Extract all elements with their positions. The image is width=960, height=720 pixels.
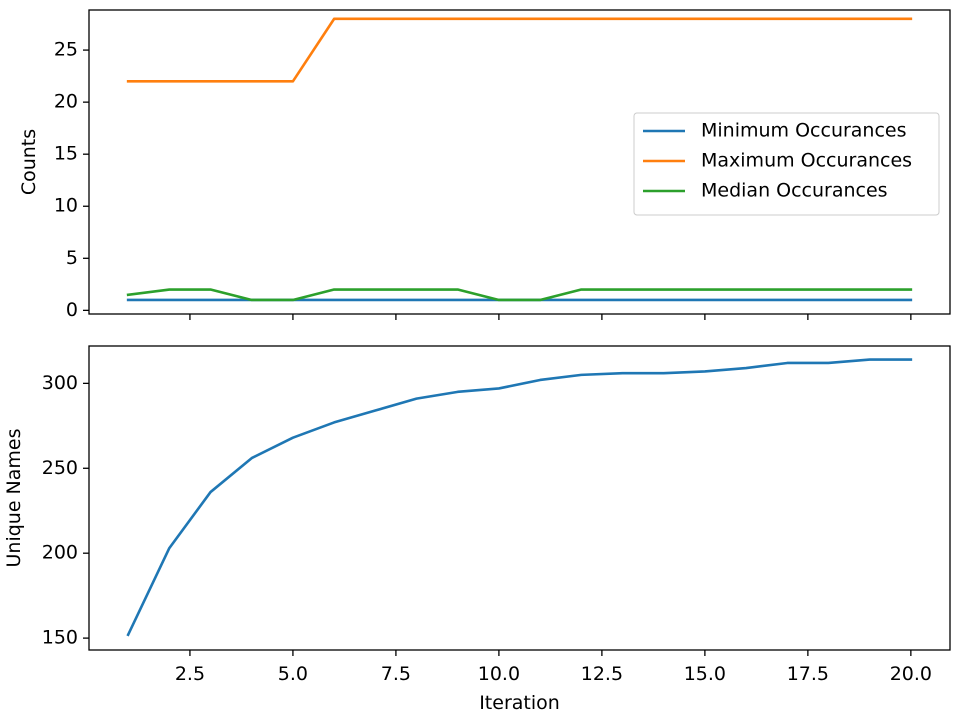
- legend-box: [633, 112, 940, 216]
- legend: Minimum Occurances Maximum Occurances Medi…: [633, 112, 940, 216]
- y-axis-label: Unique Names: [3, 428, 25, 567]
- axes-frame: [88, 9, 951, 315]
- x-tick-label: 17.5: [787, 663, 829, 685]
- y-tick-label: 0: [66, 299, 78, 321]
- x-tick-label: 10.0: [478, 663, 520, 685]
- series-line-maximum-occurances: [126, 17, 913, 83]
- y-tick-label: 20: [54, 91, 78, 113]
- y-tick-label: 5: [66, 247, 78, 269]
- series-line-median-occurances: [126, 288, 913, 302]
- x-tick-label: 15.0: [684, 663, 726, 685]
- legend-label: Minimum Occurances: [701, 120, 907, 142]
- y-tick-label: 150: [42, 627, 78, 649]
- x-axis-label: Iteration: [479, 692, 560, 714]
- x-tick-label: 20.0: [890, 663, 932, 685]
- legend-label: Median Occurances: [701, 180, 888, 202]
- y-tick-label: 300: [42, 372, 78, 394]
- axes-frame: [88, 345, 951, 651]
- chart-panel-2: 150 200 250 300 2.5 5.0 7.5 10.0 12.5 15.0 17.5 20.…: [3, 345, 951, 714]
- y-tick-label: 250: [42, 457, 78, 479]
- y-axis-label: Counts: [18, 129, 40, 195]
- series-line-2-1: [126, 358, 913, 637]
- x-tick-label: 2.5: [175, 663, 205, 685]
- chart-panel-1: 0 5 10 15 20 25 Counts Minimum Occurances Maximu…: [18, 9, 951, 321]
- y-tick-label: 200: [42, 542, 78, 564]
- legend-label: Maximum Occurances: [701, 150, 912, 172]
- y-tick-label: 15: [54, 143, 78, 165]
- x-tick-label: 7.5: [381, 663, 411, 685]
- x-tick-label: 12.5: [581, 663, 623, 685]
- y-tick-label: 10: [54, 195, 78, 217]
- x-tick-label: 5.0: [278, 663, 308, 685]
- y-tick-label: 25: [54, 39, 78, 61]
